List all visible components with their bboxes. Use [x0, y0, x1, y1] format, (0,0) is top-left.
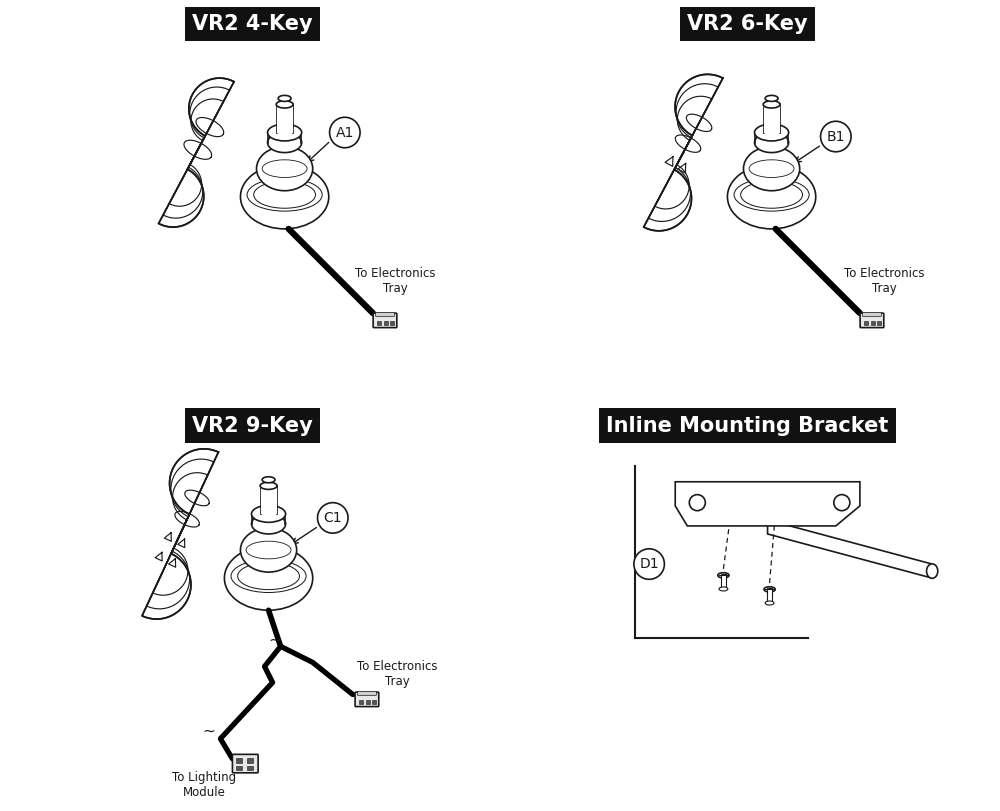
- Bar: [377, 321, 381, 325]
- Text: To Electronics
Tray: To Electronics Tray: [355, 267, 435, 295]
- FancyBboxPatch shape: [232, 754, 258, 773]
- Ellipse shape: [276, 101, 293, 108]
- Circle shape: [634, 549, 664, 579]
- Text: D1: D1: [639, 557, 659, 571]
- Ellipse shape: [765, 601, 774, 605]
- Bar: [236, 766, 242, 770]
- Bar: [390, 321, 394, 325]
- FancyBboxPatch shape: [355, 692, 379, 706]
- Ellipse shape: [763, 101, 780, 108]
- Ellipse shape: [268, 132, 302, 152]
- Bar: [372, 700, 376, 704]
- Text: To Electronics
Tray: To Electronics Tray: [844, 267, 924, 295]
- Ellipse shape: [927, 564, 938, 578]
- Circle shape: [318, 503, 348, 533]
- Circle shape: [330, 118, 360, 148]
- Bar: [877, 321, 881, 325]
- Ellipse shape: [718, 573, 729, 578]
- Polygon shape: [261, 486, 277, 514]
- Polygon shape: [277, 105, 293, 132]
- Bar: [767, 588, 772, 603]
- Ellipse shape: [257, 147, 313, 191]
- Bar: [871, 321, 875, 325]
- Polygon shape: [675, 482, 860, 526]
- Ellipse shape: [268, 124, 302, 141]
- Ellipse shape: [755, 132, 789, 152]
- Circle shape: [689, 495, 705, 511]
- Ellipse shape: [240, 528, 297, 572]
- Text: VR2 6-Key: VR2 6-Key: [687, 14, 808, 34]
- Text: VR2 9-Key: VR2 9-Key: [192, 415, 313, 436]
- Ellipse shape: [251, 505, 286, 522]
- Ellipse shape: [765, 96, 778, 101]
- Ellipse shape: [262, 477, 275, 483]
- FancyBboxPatch shape: [373, 313, 397, 328]
- Bar: [359, 700, 363, 704]
- Polygon shape: [142, 448, 218, 619]
- Circle shape: [821, 122, 851, 152]
- FancyBboxPatch shape: [860, 313, 884, 328]
- Ellipse shape: [251, 514, 286, 534]
- Bar: [236, 758, 242, 763]
- Ellipse shape: [743, 147, 800, 191]
- Text: B1: B1: [827, 130, 845, 144]
- Ellipse shape: [224, 546, 313, 610]
- Ellipse shape: [764, 586, 775, 592]
- Text: ~: ~: [202, 723, 215, 738]
- Text: C1: C1: [323, 511, 342, 525]
- Bar: [384, 321, 388, 325]
- Polygon shape: [644, 75, 723, 231]
- Text: VR2 4-Key: VR2 4-Key: [192, 14, 313, 34]
- Polygon shape: [764, 105, 780, 132]
- Bar: [366, 700, 370, 704]
- Ellipse shape: [240, 165, 329, 229]
- Bar: [721, 573, 726, 589]
- Text: Inline Mounting Bracket: Inline Mounting Bracket: [606, 415, 889, 436]
- FancyBboxPatch shape: [376, 312, 394, 316]
- Text: ~: ~: [268, 633, 281, 648]
- FancyBboxPatch shape: [357, 691, 376, 695]
- Ellipse shape: [727, 165, 816, 229]
- Circle shape: [834, 495, 850, 511]
- Ellipse shape: [719, 587, 728, 591]
- Text: A1: A1: [336, 126, 354, 139]
- Ellipse shape: [278, 96, 291, 101]
- Polygon shape: [768, 520, 932, 578]
- Text: To Lighting
Module: To Lighting Module: [172, 771, 236, 799]
- Bar: [864, 321, 868, 325]
- Bar: [247, 758, 253, 763]
- Ellipse shape: [755, 124, 789, 141]
- FancyBboxPatch shape: [863, 312, 881, 316]
- Ellipse shape: [260, 483, 277, 489]
- Bar: [247, 766, 253, 770]
- Text: To Electronics
Tray: To Electronics Tray: [357, 660, 437, 689]
- Polygon shape: [159, 78, 234, 227]
